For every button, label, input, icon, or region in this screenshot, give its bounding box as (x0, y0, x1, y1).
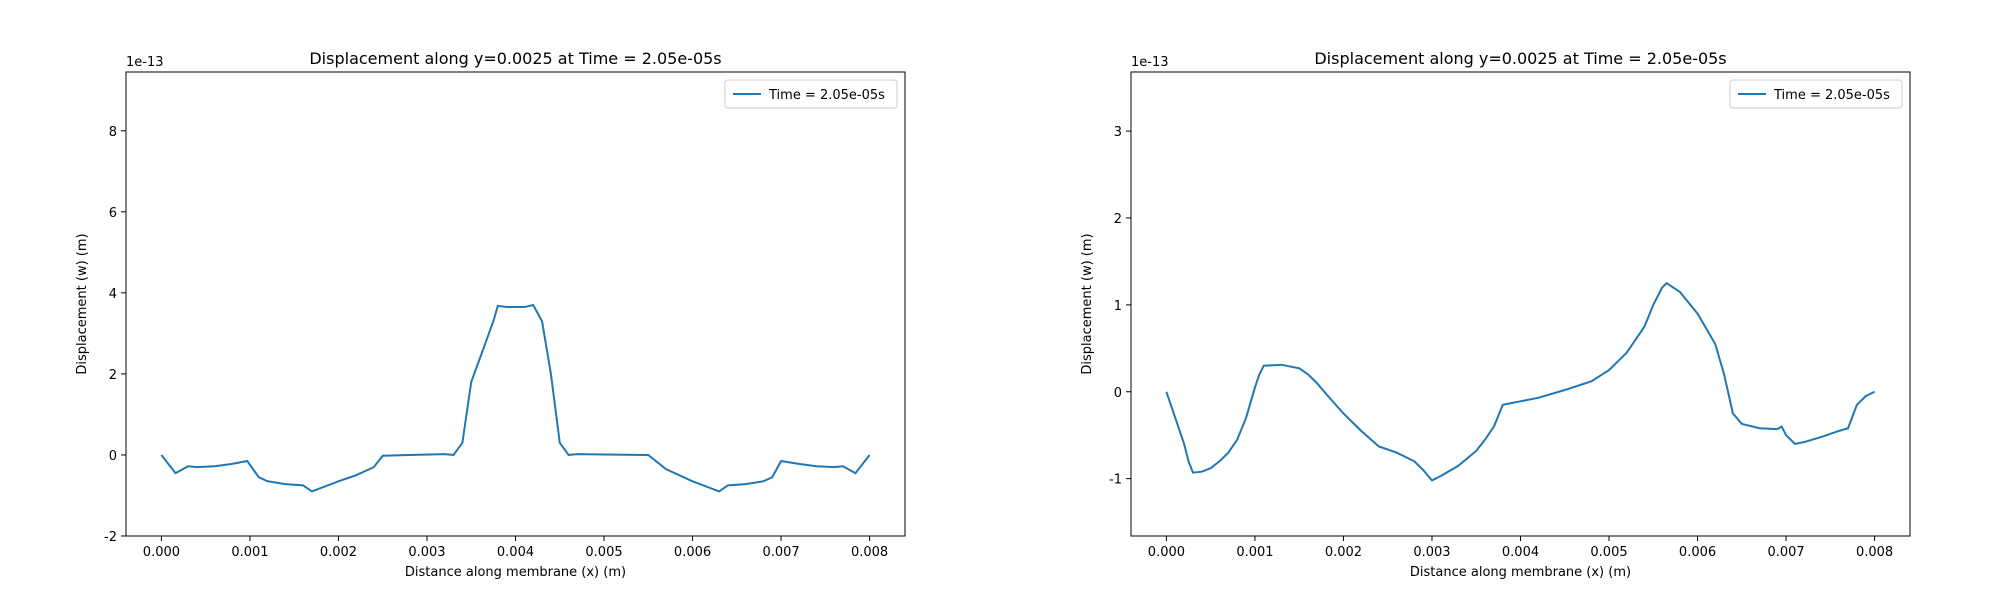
x-tick-label: 0.006 (674, 545, 711, 560)
chart-title: Displacement along y=0.0025 at Time = 2.… (1314, 49, 1726, 68)
x-tick-label: 0.007 (1767, 545, 1804, 560)
y-offset: 1e-13 (1131, 55, 1169, 70)
y-axis-label: Displacement (w) (m) (1080, 233, 1095, 374)
plot-area (126, 72, 905, 536)
x-tick-label: 0.005 (585, 545, 622, 560)
x-tick-label: 0.003 (1413, 545, 1450, 560)
x-tick-label: 0.004 (497, 545, 534, 560)
chart-title: Displacement along y=0.0025 at Time = 2.… (309, 49, 721, 68)
y-tick-label: 2 (109, 368, 117, 383)
legend-label: Time = 2.05e-05s (768, 88, 885, 103)
x-axis-label: Distance along membrane (x) (m) (1410, 565, 1631, 580)
x-tick-label: 0.004 (1502, 545, 1539, 560)
x-tick-label: 0.002 (320, 545, 357, 560)
x-tick-label: 0.008 (1856, 545, 1893, 560)
y-axis-label: Displacement (w) (m) (75, 233, 90, 374)
axes-frame (1130, 71, 1911, 537)
x-tick-label: 0.002 (1325, 545, 1362, 560)
y-tick-label: -2 (104, 530, 117, 545)
axes-frame (125, 71, 906, 537)
data-line (160, 303, 871, 493)
y-tick-label: 6 (109, 206, 117, 221)
y-tick-label: 0 (1114, 386, 1122, 401)
data-line (1165, 281, 1876, 482)
x-tick-label: 0.000 (143, 545, 180, 560)
x-tick-label: 0.006 (1679, 545, 1716, 560)
legend-box (1729, 79, 1903, 109)
legend-box (724, 79, 898, 109)
x-tick-label: 0.005 (1590, 545, 1627, 560)
y-tick-label: 0 (109, 449, 117, 464)
y-tick-label: 2 (1114, 212, 1122, 227)
x-tick-label: 0.000 (1148, 545, 1185, 560)
y-tick-label: -1 (1109, 473, 1122, 488)
x-tick-label: 0.008 (851, 545, 888, 560)
y-tick-label: 8 (109, 125, 117, 140)
x-tick-label: 0.007 (762, 545, 799, 560)
y-offset: 1e-13 (126, 55, 164, 70)
y-tick-label: 1 (1114, 299, 1122, 314)
legend-label: Time = 2.05e-05s (1773, 88, 1890, 103)
plot-area (1131, 72, 1910, 536)
x-tick-label: 0.003 (408, 545, 445, 560)
x-tick-label: 0.001 (231, 545, 268, 560)
y-tick-label: 3 (1114, 125, 1122, 140)
x-tick-label: 0.001 (1236, 545, 1273, 560)
x-axis-label: Distance along membrane (x) (m) (405, 565, 626, 580)
y-tick-label: 4 (109, 287, 117, 302)
